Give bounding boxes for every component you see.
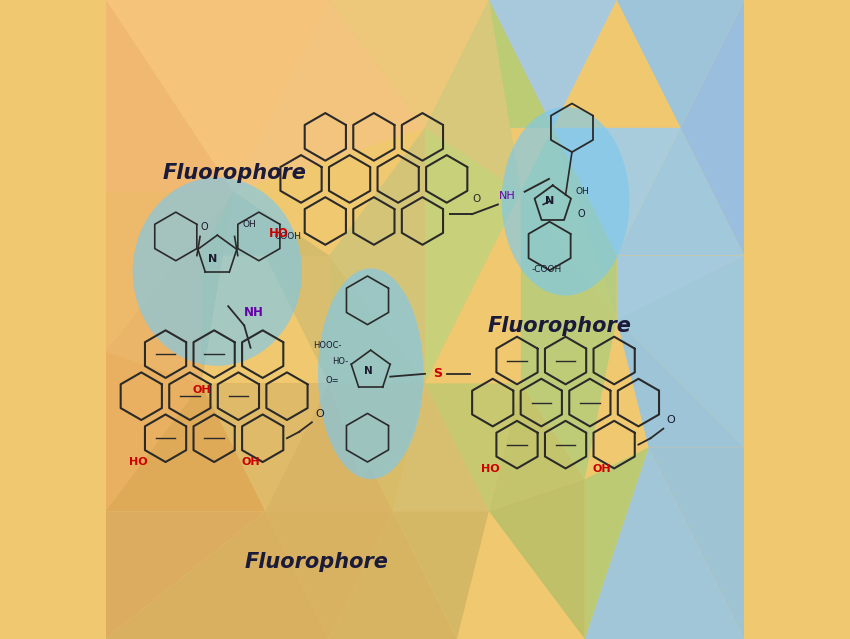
- Polygon shape: [329, 511, 457, 639]
- Polygon shape: [425, 0, 552, 128]
- Text: NH: NH: [244, 306, 264, 319]
- Polygon shape: [393, 511, 489, 639]
- Polygon shape: [105, 511, 329, 639]
- Polygon shape: [521, 128, 617, 320]
- Text: Fluorophore: Fluorophore: [245, 552, 388, 573]
- Polygon shape: [265, 511, 393, 639]
- Text: OH: OH: [193, 385, 212, 395]
- Polygon shape: [489, 0, 617, 128]
- Polygon shape: [425, 383, 521, 511]
- Polygon shape: [105, 383, 265, 511]
- Text: OH: OH: [575, 187, 589, 196]
- Text: HOOC-: HOOC-: [314, 341, 342, 350]
- Polygon shape: [617, 320, 745, 447]
- Polygon shape: [329, 0, 489, 128]
- Polygon shape: [201, 192, 233, 383]
- Polygon shape: [425, 0, 521, 192]
- Polygon shape: [265, 383, 393, 511]
- Polygon shape: [329, 383, 425, 511]
- Polygon shape: [233, 0, 425, 192]
- Polygon shape: [521, 320, 617, 479]
- Text: OH: OH: [592, 464, 611, 473]
- Polygon shape: [425, 0, 552, 128]
- Text: O: O: [201, 222, 208, 232]
- Text: S: S: [434, 367, 442, 380]
- Polygon shape: [105, 192, 233, 383]
- Polygon shape: [649, 447, 745, 639]
- Text: NH: NH: [499, 191, 516, 201]
- Polygon shape: [329, 0, 489, 128]
- Text: O=: O=: [325, 376, 339, 385]
- Text: -COOH: -COOH: [531, 265, 562, 274]
- Text: O: O: [578, 209, 586, 219]
- Text: Fluorophore: Fluorophore: [163, 162, 307, 183]
- Polygon shape: [489, 383, 585, 511]
- Polygon shape: [105, 0, 233, 192]
- Polygon shape: [617, 256, 745, 447]
- Ellipse shape: [502, 107, 630, 295]
- Text: N: N: [545, 196, 554, 206]
- Ellipse shape: [133, 178, 302, 366]
- Polygon shape: [552, 128, 617, 320]
- Polygon shape: [201, 383, 329, 511]
- Text: O: O: [666, 415, 675, 426]
- Text: HO: HO: [269, 227, 289, 240]
- Polygon shape: [201, 192, 329, 256]
- Polygon shape: [552, 128, 681, 256]
- Text: HO: HO: [129, 458, 148, 467]
- Polygon shape: [105, 511, 265, 639]
- Polygon shape: [681, 0, 745, 256]
- Polygon shape: [585, 447, 745, 639]
- Polygon shape: [329, 128, 425, 383]
- Polygon shape: [425, 128, 521, 383]
- Polygon shape: [105, 351, 201, 511]
- Polygon shape: [233, 192, 329, 383]
- Ellipse shape: [318, 268, 423, 479]
- Polygon shape: [329, 256, 425, 383]
- Polygon shape: [105, 0, 329, 192]
- Text: OH: OH: [241, 458, 260, 467]
- Text: O: O: [315, 409, 324, 419]
- Polygon shape: [489, 479, 585, 639]
- Text: N: N: [365, 366, 373, 376]
- Text: HO: HO: [480, 464, 499, 473]
- Polygon shape: [521, 192, 617, 383]
- Text: O: O: [473, 194, 480, 204]
- Text: HO-: HO-: [332, 357, 348, 366]
- Polygon shape: [425, 0, 521, 192]
- Text: OH: OH: [243, 220, 257, 229]
- Polygon shape: [617, 256, 745, 320]
- Polygon shape: [201, 383, 329, 511]
- Text: N: N: [208, 254, 218, 264]
- Text: Fluorophore: Fluorophore: [487, 316, 632, 336]
- Polygon shape: [105, 192, 233, 351]
- Polygon shape: [617, 0, 745, 128]
- Polygon shape: [393, 383, 489, 511]
- Text: COOH: COOH: [275, 232, 302, 241]
- Polygon shape: [329, 383, 425, 479]
- Polygon shape: [585, 447, 649, 639]
- Polygon shape: [617, 128, 745, 256]
